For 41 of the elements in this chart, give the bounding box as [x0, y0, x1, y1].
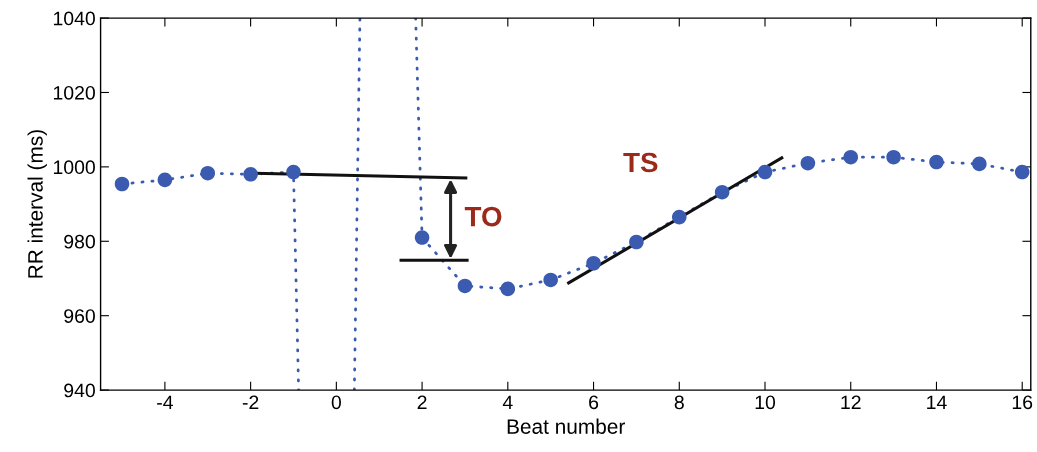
- point: [543, 272, 558, 288]
- y-tick-label: 940: [64, 383, 95, 398]
- x-tick-label: 14: [927, 395, 947, 410]
- point: [886, 149, 901, 165]
- point: [1014, 164, 1030, 180]
- y-tick-label: 1000: [53, 160, 95, 175]
- point: [243, 167, 258, 182]
- point: [457, 278, 473, 294]
- y-tick-label: 1020: [53, 85, 95, 100]
- point: [286, 164, 301, 180]
- point: [757, 164, 773, 180]
- x-axis-title: Beat number: [507, 418, 625, 434]
- point: [972, 156, 987, 172]
- y-tick-label: 960: [64, 309, 95, 323]
- y-axis-title: RR interval (ms): [27, 130, 47, 278]
- x-tick-label: 10: [755, 395, 776, 410]
- x-tick-label: 0: [331, 395, 341, 410]
- point: [200, 165, 216, 181]
- x-tick-label: -2: [242, 395, 259, 410]
- point: [157, 172, 173, 188]
- x-tick-label: 2: [417, 395, 427, 410]
- x-tick-label: 4: [502, 395, 513, 410]
- point: [714, 184, 730, 200]
- x-tick-label: 16: [1012, 395, 1033, 410]
- x-tick-label: 6: [589, 395, 599, 410]
- x-tick-label: -4: [157, 395, 173, 410]
- point: [629, 234, 644, 250]
- point: [843, 149, 859, 165]
- point: [114, 176, 130, 192]
- point: [586, 255, 601, 271]
- y-tick-label: 1040: [53, 11, 95, 26]
- point: [414, 230, 430, 245]
- point: [671, 209, 687, 225]
- annotation: TS: [623, 152, 658, 173]
- point: [800, 155, 816, 171]
- point: [500, 281, 516, 297]
- x-tick-label: 12: [841, 395, 861, 410]
- point: [929, 154, 944, 170]
- y-tick-label: 980: [64, 234, 95, 249]
- x-tick-label: 8: [674, 395, 684, 410]
- annotation: TO: [464, 206, 502, 227]
